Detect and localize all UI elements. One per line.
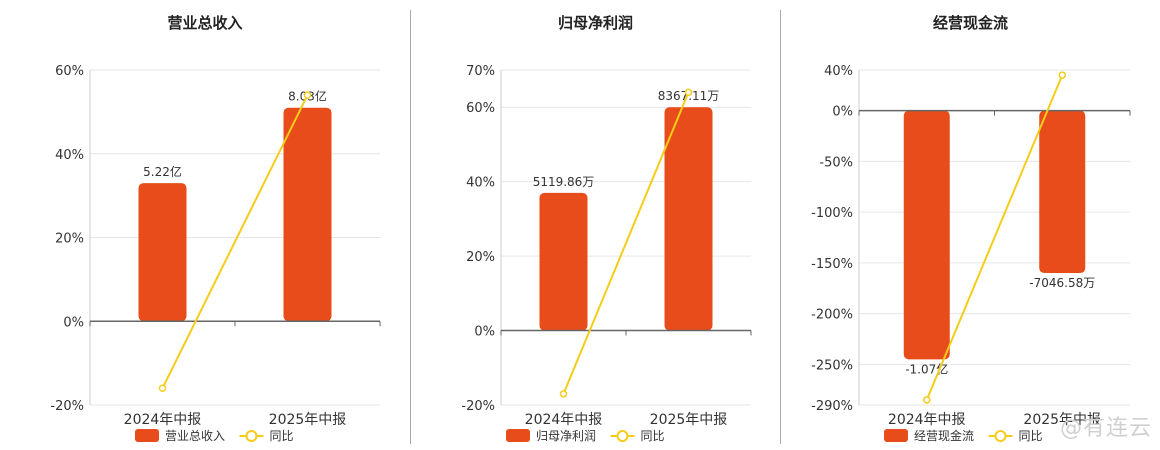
- yoy-point: [559, 390, 568, 398]
- bar: [903, 110, 950, 360]
- y-tick-label: 0%: [832, 105, 853, 120]
- y-tick-label: 0%: [474, 325, 495, 340]
- chart-title: 归母净利润: [557, 14, 633, 32]
- y-tick-label: -200%: [811, 308, 853, 323]
- y-tick-label: 60%: [55, 64, 84, 79]
- y-tick-label: -150%: [811, 257, 853, 272]
- y-tick-label: -20%: [461, 399, 495, 414]
- y-tick-label: 40%: [55, 148, 84, 163]
- bar-data-label: 5.22亿: [143, 164, 182, 179]
- y-tick-label: 70%: [466, 64, 495, 79]
- legend-label: 经营现金流: [914, 428, 974, 443]
- yoy-point: [158, 384, 167, 392]
- chart-svg: -20% 0% 20% 40% 60% 70% 5119.86万 8367.11万 2024年中…: [461, 64, 752, 443]
- yoy-line: [161, 94, 309, 389]
- watermark: @有连云: [1059, 416, 1152, 441]
- yoy-point: [923, 396, 931, 404]
- yoy-line: [925, 74, 1064, 401]
- legend-bar-swatch: [506, 429, 530, 442]
- x-tick-label: 2025年中报: [650, 412, 728, 428]
- bar-data-label: -7046.58万: [1029, 276, 1095, 290]
- legend-bar-swatch: [135, 429, 159, 442]
- chart-title: 经营现金流: [932, 14, 1008, 32]
- panel-divider: [410, 10, 411, 444]
- chart-panel-net-profit: 归母净利润 -20% 0% 20% 40% 60% 70% 5119.86万 8367.11万…: [411, 0, 780, 450]
- panel-divider: [780, 10, 781, 444]
- y-tick-label: 20%: [466, 250, 495, 265]
- bar: [539, 192, 588, 331]
- y-tick-label: -50%: [819, 155, 853, 170]
- chart-title: 营业总收入: [167, 14, 243, 32]
- legend-label: 归母净利润: [536, 429, 596, 443]
- bar-data-label: 8367.11万: [658, 89, 720, 103]
- chart-svg: -20%0%20%40%60%5.22亿8.03亿2024年中报2025年中报营…: [50, 64, 381, 443]
- yoy-point: [303, 91, 312, 99]
- legend-line-marker: [994, 430, 1007, 442]
- legend-label: 营业总收入: [165, 429, 225, 443]
- chart-panel-cash-flow: 经营现金流 -290% -250% -200% -150% -100% -50% 0% 40%…: [781, 0, 1160, 450]
- x-tick-label: 2024年中报: [888, 412, 966, 428]
- legend-bar-swatch: [884, 429, 908, 442]
- legend-label: 同比: [270, 429, 294, 443]
- legend-line-marker: [616, 430, 629, 442]
- bar: [138, 183, 187, 322]
- y-tick-label: 20%: [55, 232, 84, 247]
- bar-data-label: 5119.86万: [533, 175, 595, 189]
- bar: [1039, 110, 1086, 274]
- x-tick-label: 2024年中报: [124, 412, 202, 428]
- chart-panel-revenue: 营业总收入 -20%0%20%40%60%5.22亿8.03亿2024年中报20…: [0, 0, 410, 450]
- y-tick-label: -290%: [811, 399, 853, 414]
- y-tick-label: -250%: [811, 358, 853, 373]
- y-tick-label: 40%: [466, 176, 495, 191]
- x-tick-label: 2024年中报: [525, 412, 603, 428]
- y-tick-label: 40%: [824, 64, 853, 79]
- legend-line-marker: [245, 430, 258, 442]
- yoy-line: [562, 91, 690, 395]
- y-tick-label: -20%: [50, 399, 84, 414]
- yoy-point: [684, 88, 693, 97]
- bar: [283, 107, 332, 322]
- yoy-point: [1058, 71, 1066, 79]
- legend-label: 同比: [641, 429, 665, 443]
- chart-svg: -290%-250%-200%-150%-100%-50%0%40%-1.07亿…: [811, 64, 1131, 443]
- legend-label: 同比: [1019, 429, 1043, 443]
- y-tick-label: -100%: [811, 206, 853, 221]
- y-tick-label: 60%: [466, 101, 495, 116]
- x-tick-label: 2025年中报: [1023, 412, 1101, 428]
- y-tick-label: 0%: [63, 315, 84, 330]
- bar: [664, 107, 713, 331]
- x-tick-label: 2025年中报: [269, 412, 347, 428]
